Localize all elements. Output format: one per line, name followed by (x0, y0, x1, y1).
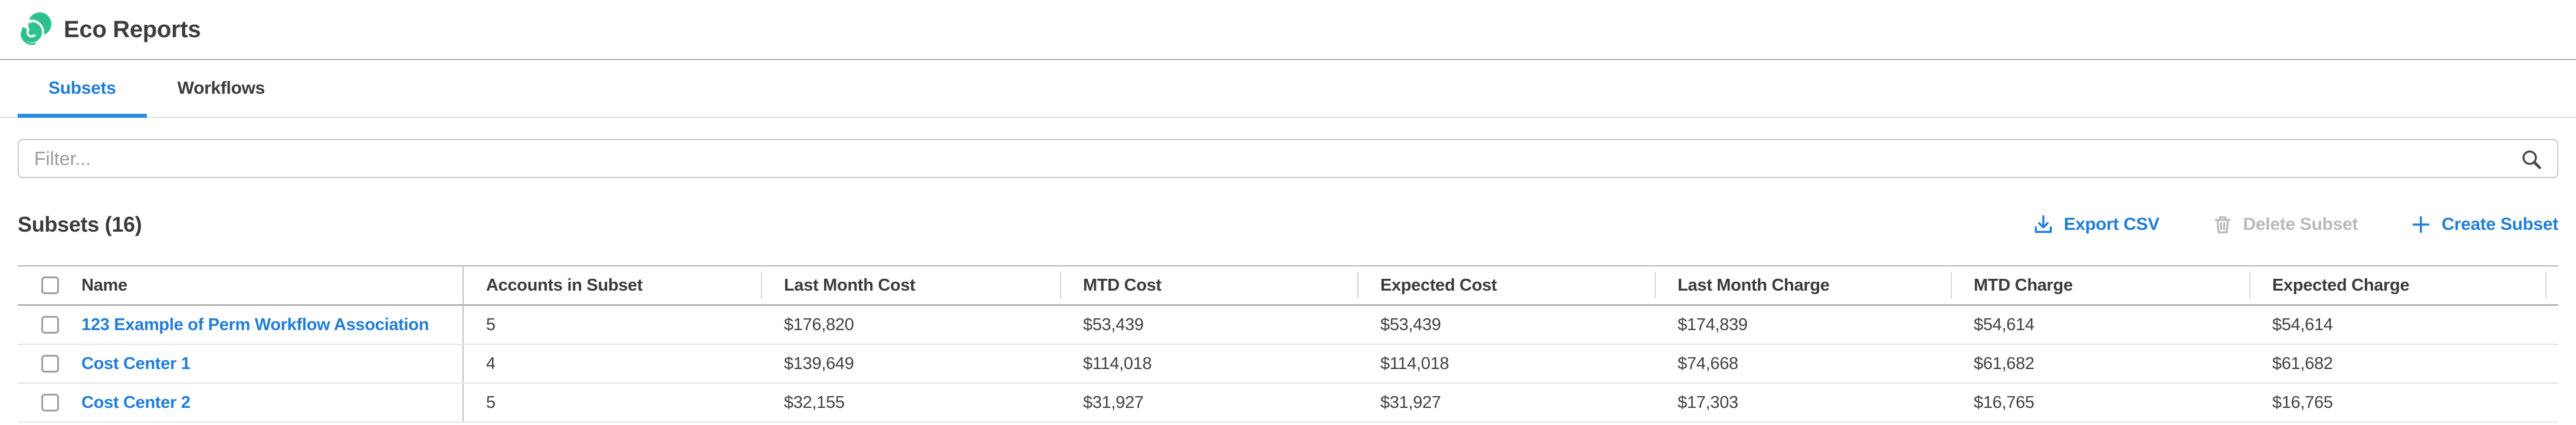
export-csv-label: Export CSV (2063, 215, 2160, 234)
mtd-charge-value: $16,765 (1974, 393, 2034, 412)
last-month-charge-value: $174,839 (1678, 315, 1748, 334)
row-checkbox[interactable] (41, 394, 59, 411)
column-header-last-month-cost[interactable]: Last Month Cost (761, 266, 1061, 304)
subset-name-link[interactable]: 123 Example of Perm Workflow Association (81, 315, 429, 334)
filter-input[interactable] (18, 139, 2558, 178)
create-subset-label: Create Subset (2442, 215, 2558, 234)
select-all-checkbox[interactable] (41, 276, 59, 294)
download-icon (2032, 213, 2055, 236)
delete-subset-button: Delete Subset (2211, 213, 2358, 236)
column-header-expected-charge[interactable]: Expected Charge (2249, 266, 2546, 304)
app-header: Eco Reports (0, 0, 2576, 60)
tab-workflows[interactable]: Workflows (177, 78, 265, 98)
last-month-cost-value: $139,649 (784, 354, 854, 373)
filter-row (18, 139, 2558, 178)
accounts-in-subset-value: 5 (486, 315, 495, 334)
expected-charge-value: $16,765 (2272, 393, 2333, 412)
expected-charge-value: $54,614 (2272, 315, 2333, 334)
expected-cost-value: $114,018 (1380, 354, 1449, 373)
section-bar: Subsets (16) Export CSV Delete Subset (18, 207, 2558, 242)
trash-icon (2211, 213, 2234, 236)
search-icon[interactable] (2519, 147, 2543, 171)
expected-cost-value: $31,927 (1380, 393, 1441, 412)
mtd-charge-value: $61,682 (1974, 354, 2034, 373)
table-row: Cost Center 1 4 $139,649 $114,018 $114,0… (18, 345, 2558, 384)
column-header-spacer (2545, 266, 2568, 304)
row-checkbox[interactable] (41, 316, 59, 334)
section-title: Subsets (16) (18, 212, 142, 236)
row-checkbox[interactable] (41, 355, 59, 373)
export-csv-button[interactable]: Export CSV (2032, 213, 2160, 236)
mtd-cost-value: $53,439 (1083, 315, 1144, 334)
column-header-mtd-charge[interactable]: MTD Charge (1951, 266, 2250, 304)
table-header-row: Name Accounts in Subset Last Month Cost … (18, 266, 2558, 306)
tab-subsets[interactable]: Subsets (18, 60, 147, 118)
table-row: Cost Center 2 5 $32,155 $31,927 $31,927 … (18, 384, 2558, 423)
toolbar-actions: Export CSV Delete Subset Create Subse (2032, 213, 2558, 236)
column-header-mtd-cost[interactable]: MTD Cost (1060, 266, 1358, 304)
eco-reports-logo-icon (18, 11, 53, 48)
tab-bar: Subsets Workflows (0, 60, 2576, 118)
expected-charge-value: $61,682 (2272, 354, 2333, 373)
subset-name-link[interactable]: Cost Center 1 (81, 354, 191, 373)
subsets-table: Name Accounts in Subset Last Month Cost … (18, 265, 2558, 423)
subset-name-link[interactable]: Cost Center 2 (81, 393, 191, 412)
accounts-in-subset-value: 5 (486, 393, 495, 412)
column-header-name[interactable]: Name (81, 275, 127, 295)
mtd-cost-value: $31,927 (1083, 393, 1144, 412)
column-header-accounts-in-subset[interactable]: Accounts in Subset (486, 275, 643, 295)
plus-icon (2410, 213, 2432, 236)
column-header-expected-cost[interactable]: Expected Cost (1357, 266, 1655, 304)
table-row: 123 Example of Perm Workflow Association… (18, 306, 2558, 345)
mtd-cost-value: $114,018 (1083, 354, 1152, 373)
delete-subset-label: Delete Subset (2243, 215, 2358, 234)
column-header-last-month-charge[interactable]: Last Month Charge (1655, 266, 1951, 304)
expected-cost-value: $53,439 (1380, 315, 1441, 334)
last-month-charge-value: $17,303 (1678, 393, 1738, 412)
last-month-cost-value: $32,155 (784, 393, 845, 412)
last-month-cost-value: $176,820 (784, 315, 854, 334)
create-subset-button[interactable]: Create Subset (2410, 213, 2558, 236)
page-title: Eco Reports (64, 16, 201, 42)
accounts-in-subset-value: 4 (486, 354, 495, 373)
last-month-charge-value: $74,668 (1678, 354, 1738, 373)
mtd-charge-value: $54,614 (1974, 315, 2034, 334)
